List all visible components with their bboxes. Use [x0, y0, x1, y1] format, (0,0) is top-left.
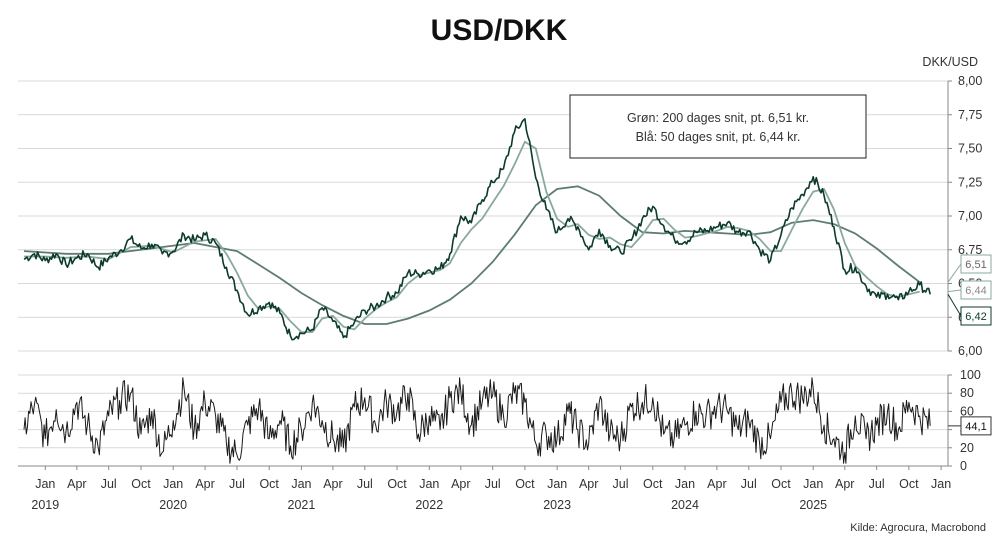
- x-month-label: Apr: [67, 477, 86, 491]
- end-tag-box: [960, 254, 992, 274]
- lower-y-tick-label: 0: [960, 459, 967, 473]
- upper-y-tick-label: 7,25: [958, 175, 982, 189]
- series-50-day-average: [24, 140, 920, 333]
- x-month-label: Jan: [419, 477, 439, 491]
- end-tag-label: 6,51: [965, 259, 986, 271]
- legend-line-green: Grøn: 200 dages snit, pt. 6,51 kr.: [627, 111, 809, 125]
- x-month-label: Oct: [771, 477, 791, 491]
- x-month-label: Jul: [229, 477, 245, 491]
- x-month-label: Jul: [485, 477, 501, 491]
- tag-leader: [947, 289, 962, 293]
- x-month-label: Jan: [803, 477, 823, 491]
- end-value-tags: 6,51 6,44 6,42 44,1: [947, 254, 992, 436]
- rsi-lines: [23, 377, 931, 464]
- x-year-label: 2023: [543, 498, 571, 512]
- x-month-label: Oct: [515, 477, 535, 491]
- upper-y-tick-label: 7,00: [958, 209, 982, 223]
- legend-box: Grøn: 200 dages snit, pt. 6,51 kr. Blå: …: [569, 94, 867, 159]
- x-year-label: 2025: [799, 498, 827, 512]
- price-lines: [23, 118, 931, 341]
- x-month-label: Apr: [451, 477, 470, 491]
- source-note: Kilde: Agrocura, Macrobond: [850, 522, 986, 534]
- upper-y-tick-label: 8,00: [958, 74, 982, 88]
- x-year-label: 2024: [671, 498, 699, 512]
- rsi-end-tag-label: 44,1: [965, 421, 986, 433]
- series-rsi: [23, 377, 931, 464]
- rsi-end-tag-box: [960, 416, 992, 436]
- x-month-label: Apr: [707, 477, 726, 491]
- x-month-label: Jan: [675, 477, 695, 491]
- upper-y-tick-label: 6,75: [958, 243, 982, 257]
- series-usd-dkk: [23, 118, 931, 341]
- x-month-label: Jan: [291, 477, 311, 491]
- x-year-label: 2019: [31, 498, 59, 512]
- x-month-label: Jan: [931, 477, 951, 491]
- lower-grid: 020406080100: [18, 368, 981, 473]
- end-tag-label: 6,44: [965, 285, 986, 297]
- end-tag-box: [960, 280, 992, 300]
- x-axis-labels: Jan Apr Jul Oct Jan Apr Jul Oct Jan Apr Jul Oct Jan A…: [18, 465, 951, 512]
- x-month-label: Apr: [195, 477, 214, 491]
- tag-leader: [947, 263, 962, 283]
- chart-title: USD/DKK: [431, 14, 568, 47]
- x-month-label: Apr: [579, 477, 598, 491]
- upper-y-tick-label: 7,75: [958, 108, 982, 122]
- x-month-label: Apr: [835, 477, 854, 491]
- x-year-label: 2022: [415, 498, 443, 512]
- x-month-label: Oct: [259, 477, 279, 491]
- lower-y-tick-label: 20: [960, 441, 974, 455]
- x-month-label: Jan: [35, 477, 55, 491]
- x-month-label: Jul: [101, 477, 117, 491]
- y-axis-label: DKK/USD: [922, 55, 978, 69]
- x-month-label: Jul: [869, 477, 885, 491]
- legend-line-blue: Blå: 50 dages snit, pt. 6,44 kr.: [636, 130, 801, 144]
- x-year-label: 2020: [159, 498, 187, 512]
- x-month-label: Jan: [547, 477, 567, 491]
- lower-y-tick-label: 60: [960, 404, 974, 418]
- x-month-label: Jan: [163, 477, 183, 491]
- lower-y-tick-label: 80: [960, 386, 974, 400]
- x-year-label: 2021: [288, 498, 316, 512]
- x-month-label: Oct: [643, 477, 663, 491]
- x-month-label: Oct: [387, 477, 407, 491]
- x-month-label: Oct: [899, 477, 919, 491]
- x-month-label: Oct: [131, 477, 151, 491]
- end-tag-label: 6,42: [965, 311, 986, 323]
- upper-y-tick-label: 6,00: [958, 344, 982, 358]
- series-200-day-average: [23, 185, 921, 325]
- upper-y-tick-label: 7,50: [958, 142, 982, 156]
- x-month-label: Apr: [323, 477, 342, 491]
- lower-y-tick-label: 100: [960, 368, 981, 382]
- x-month-label: Jul: [613, 477, 629, 491]
- tag-leader: [947, 294, 962, 317]
- x-month-label: Jul: [357, 477, 373, 491]
- end-tag-box: [960, 306, 992, 326]
- x-month-label: Jul: [741, 477, 757, 491]
